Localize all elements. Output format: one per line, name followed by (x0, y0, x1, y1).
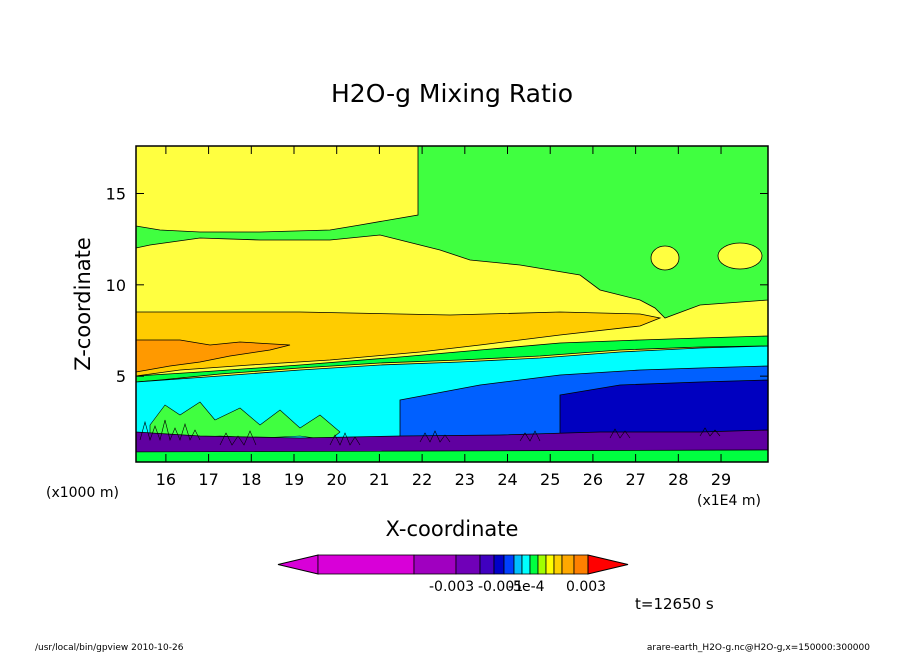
footer-left: /usr/local/bin/gpview 2010-10-26 (35, 643, 184, 653)
colorbar-arrow-high (587, 554, 629, 575)
x-tick-label: 24 (497, 470, 517, 489)
contour-texture (139, 419, 721, 446)
region-orange-band (136, 311, 662, 377)
x-tick-label: 27 (625, 470, 645, 489)
x-unit-label: (x1E4 m) (697, 493, 761, 509)
x-tick-label: 17 (198, 470, 218, 489)
colorbar-swatch (493, 554, 505, 575)
x-tick-label: 25 (540, 470, 560, 489)
region-yellow-blob (650, 245, 680, 271)
colorbar-swatch (545, 554, 555, 575)
x-tick-label: 23 (455, 470, 475, 489)
colorbar-swatch (317, 554, 415, 575)
x-tick-label: 22 (412, 470, 432, 489)
x-axis-ticks: 16 17 18 19 20 21 22 23 24 25 26 27 28 29 (156, 146, 731, 489)
region-dark-orange (136, 339, 291, 373)
colorbar-swatch (413, 554, 457, 575)
colorbar-labels: -0.003 -0.001-5e-4 0.003 (429, 579, 606, 595)
region-upper-green (136, 146, 768, 319)
region-yellow-blob (717, 242, 763, 270)
y-tick-label: 10 (106, 276, 126, 295)
colorbar-swatch (455, 554, 481, 575)
x-tick-label: 26 (583, 470, 603, 489)
x-tick-label: 29 (711, 470, 731, 489)
colorbar (277, 554, 629, 575)
colorbar-arrow-low (277, 554, 319, 575)
colorbar-swatch (513, 554, 523, 575)
colorbar-swatch (553, 554, 563, 575)
y-unit-label: (x1000 m) (46, 485, 119, 501)
colorbar-swatch (479, 554, 495, 575)
region-surface-green (136, 449, 768, 462)
x-tick-label: 20 (327, 470, 347, 489)
y-axis-ticks: 5 10 15 (106, 184, 768, 386)
x-tick-label: 19 (284, 470, 304, 489)
footer-right: arare-earth_H2O-g.nc@H2O-g,x=150000:3000… (647, 643, 870, 653)
y-axis-label: Z-coordinate (71, 237, 95, 371)
x-axis-label: X-coordinate (386, 517, 519, 541)
x-tick-label: 18 (241, 470, 261, 489)
colorbar-swatch (573, 554, 589, 575)
y-tick-label: 15 (106, 184, 126, 203)
colorbar-swatch (561, 554, 575, 575)
plot-frame (135, 145, 769, 463)
x-tick-label: 28 (668, 470, 688, 489)
x-tick-label: 21 (369, 470, 389, 489)
colorbar-swatch (521, 554, 531, 575)
y-tick-label: 5 (116, 367, 126, 386)
colorbar-swatch (503, 554, 515, 575)
colorbar-tick-label: -0.003 (429, 579, 474, 595)
colorbar-swatch (529, 554, 539, 575)
colorbar-tick-label: -0.001 (478, 579, 523, 595)
x-tick-label: 16 (156, 470, 176, 489)
region-green-band (136, 335, 768, 383)
colorbar-swatch (537, 554, 547, 575)
chart-title: H2O-g Mixing Ratio (331, 79, 573, 108)
plot-area (136, 146, 768, 462)
colorbar-tick-label: -5e-4 (508, 579, 545, 595)
colorbar-tick-label: 0.003 (566, 579, 606, 595)
time-label: t=12650 s (635, 595, 714, 613)
